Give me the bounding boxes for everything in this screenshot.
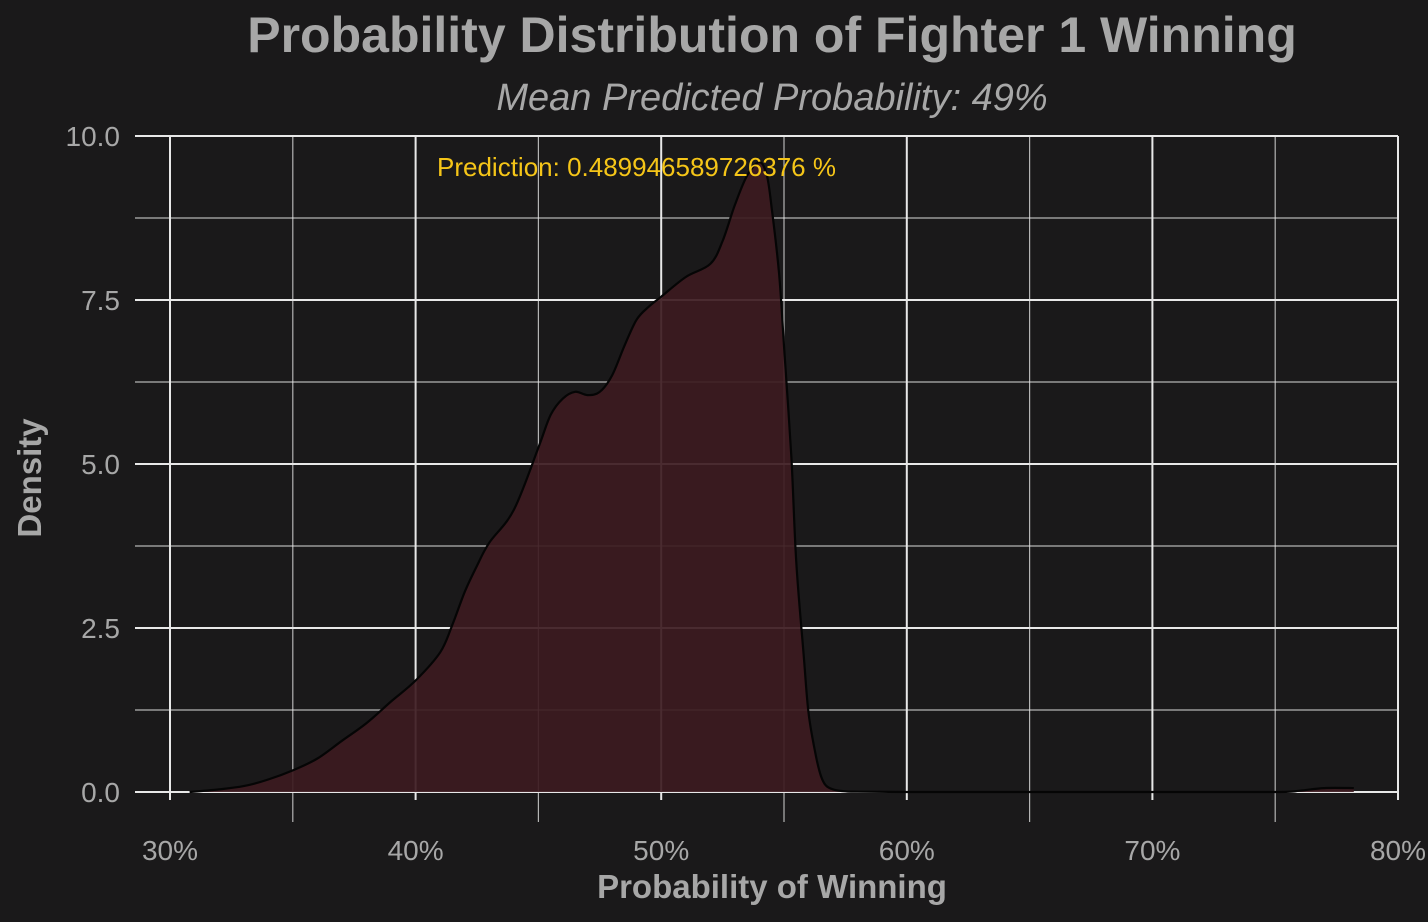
- prediction-annotation: Prediction: 0.489946589726376 %: [437, 152, 836, 182]
- y-tick-labels: 0.0 2.5 5.0 7.5 10.0: [66, 121, 121, 808]
- y-tick-label: 5.0: [81, 449, 120, 480]
- y-tick-label: 0.0: [81, 777, 120, 808]
- x-tick-labels: 30% 40% 50% 60% 70% 80%: [142, 835, 1426, 866]
- x-tick-label: 40%: [388, 835, 444, 866]
- x-tick-label: 80%: [1370, 835, 1426, 866]
- density-area: [189, 162, 1354, 792]
- x-tick-label: 50%: [633, 835, 689, 866]
- y-tick-label: 2.5: [81, 613, 120, 644]
- chart-title: Probability Distribution of Fighter 1 Wi…: [247, 7, 1297, 63]
- x-axis-title: Probability of Winning: [597, 868, 947, 905]
- x-tick-label: 60%: [879, 835, 935, 866]
- chart-subtitle: Mean Predicted Probability: 49%: [496, 77, 1047, 119]
- density-line: [189, 161, 1354, 794]
- y-axis-title: Density: [11, 418, 48, 538]
- axis-ticks: [135, 135, 1399, 822]
- x-tick-label: 70%: [1124, 835, 1180, 866]
- y-tick-label: 7.5: [81, 285, 120, 316]
- y-tick-label: 10.0: [66, 121, 121, 152]
- x-tick-label: 30%: [142, 835, 198, 866]
